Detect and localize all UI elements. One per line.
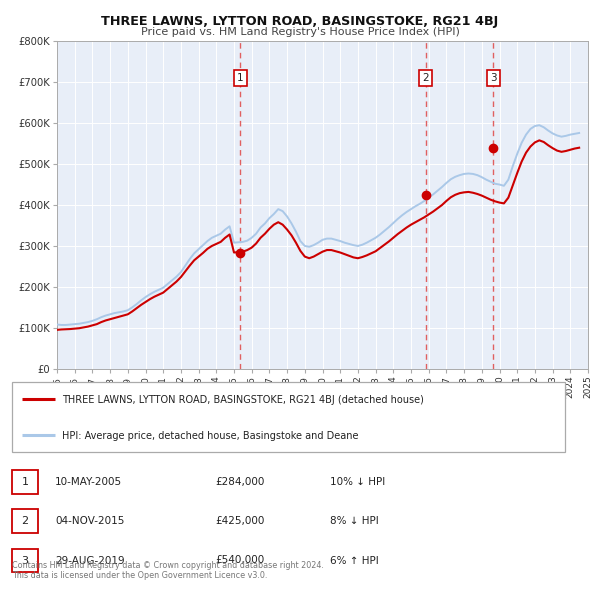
- Text: Price paid vs. HM Land Registry's House Price Index (HPI): Price paid vs. HM Land Registry's House …: [140, 27, 460, 37]
- Text: 1: 1: [22, 477, 29, 487]
- Text: £540,000: £540,000: [215, 556, 264, 565]
- Text: 10-MAY-2005: 10-MAY-2005: [55, 477, 122, 487]
- Text: 1: 1: [237, 73, 244, 83]
- Text: 29-AUG-2019: 29-AUG-2019: [55, 556, 125, 565]
- Text: 04-NOV-2015: 04-NOV-2015: [55, 516, 124, 526]
- FancyBboxPatch shape: [12, 382, 565, 453]
- Text: 10% ↓ HPI: 10% ↓ HPI: [330, 477, 385, 487]
- Text: £284,000: £284,000: [215, 477, 265, 487]
- Text: £425,000: £425,000: [215, 516, 265, 526]
- Text: 8% ↓ HPI: 8% ↓ HPI: [330, 516, 379, 526]
- Text: THREE LAWNS, LYTTON ROAD, BASINGSTOKE, RG21 4BJ: THREE LAWNS, LYTTON ROAD, BASINGSTOKE, R…: [101, 15, 499, 28]
- Text: 3: 3: [22, 556, 29, 565]
- Text: 6% ↑ HPI: 6% ↑ HPI: [330, 556, 379, 565]
- Text: 2: 2: [422, 73, 429, 83]
- Text: THREE LAWNS, LYTTON ROAD, BASINGSTOKE, RG21 4BJ (detached house): THREE LAWNS, LYTTON ROAD, BASINGSTOKE, R…: [62, 395, 424, 405]
- Text: 3: 3: [490, 73, 497, 83]
- FancyBboxPatch shape: [12, 549, 38, 572]
- Text: Contains HM Land Registry data © Crown copyright and database right 2024.
This d: Contains HM Land Registry data © Crown c…: [12, 560, 324, 580]
- FancyBboxPatch shape: [12, 470, 38, 494]
- FancyBboxPatch shape: [12, 509, 38, 533]
- Text: HPI: Average price, detached house, Basingstoke and Deane: HPI: Average price, detached house, Basi…: [62, 431, 359, 441]
- Text: 2: 2: [22, 516, 29, 526]
